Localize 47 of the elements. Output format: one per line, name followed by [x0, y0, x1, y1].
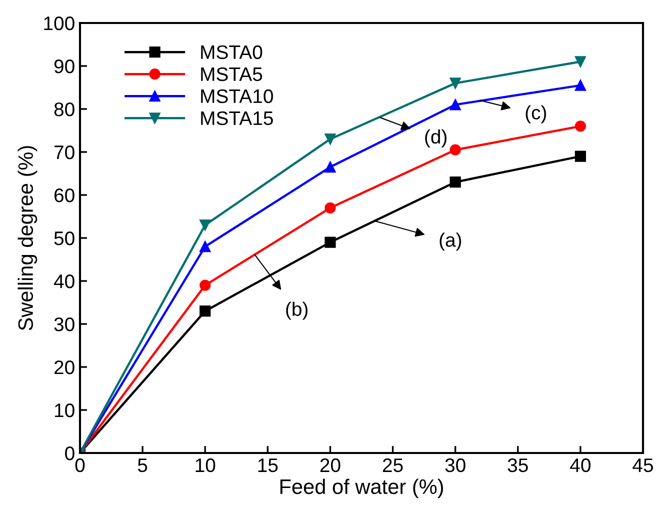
x-tick-label: 35: [508, 458, 528, 472]
legend-label: MSTA15: [201, 111, 273, 126]
x-axis-title: Feed of water (%): [280, 478, 443, 498]
point: [324, 134, 336, 145]
x-tick-label: 20: [320, 458, 340, 472]
y-tick-label: 60: [54, 188, 74, 202]
y-tick-label: 80: [54, 102, 74, 116]
y-tick-label: 90: [54, 59, 74, 74]
y-tick-label: 0: [65, 446, 74, 460]
point: [450, 78, 461, 89]
point: [450, 144, 461, 156]
point: [200, 280, 211, 291]
y-tick-label: 10: [54, 403, 74, 418]
point: [324, 236, 336, 248]
y-tick-label: 30: [54, 317, 74, 332]
y-axis-title: Swelling degree (%): [18, 146, 38, 330]
x-tick-label: 30: [445, 458, 466, 472]
legend-label: MSTA0: [201, 45, 262, 60]
point: [574, 120, 586, 132]
point: [200, 241, 211, 252]
x-tick-label: 40: [570, 458, 590, 472]
y-tick-label: 40: [54, 274, 74, 288]
annotation: (c): [526, 105, 546, 124]
x-tick-label: 25: [382, 458, 403, 472]
point: [574, 80, 586, 91]
x-tick-label: 45: [632, 458, 653, 472]
x-tick-label: 5: [138, 458, 148, 472]
y-tick-label: 20: [54, 360, 74, 374]
x-tick-label: 10: [196, 458, 216, 472]
point: [574, 56, 586, 68]
point: [324, 202, 336, 214]
y-tick-label: 70: [54, 145, 74, 160]
point: [574, 150, 586, 162]
legend-label: MSTA10: [201, 89, 273, 104]
legend-label: MSTA5: [201, 67, 262, 82]
point: [450, 176, 461, 188]
x-tick-label: 15: [258, 458, 278, 472]
y-tick-label: 100: [44, 16, 74, 30]
point: [200, 306, 211, 317]
annotation: (d): [425, 129, 446, 148]
annotation: (a): [440, 232, 462, 251]
annotation: (b): [286, 302, 308, 320]
point: [200, 220, 211, 231]
point: [450, 99, 461, 110]
y-tick-label: 50: [54, 231, 74, 246]
x-tick-label: 0: [75, 458, 85, 472]
point: [324, 161, 336, 173]
